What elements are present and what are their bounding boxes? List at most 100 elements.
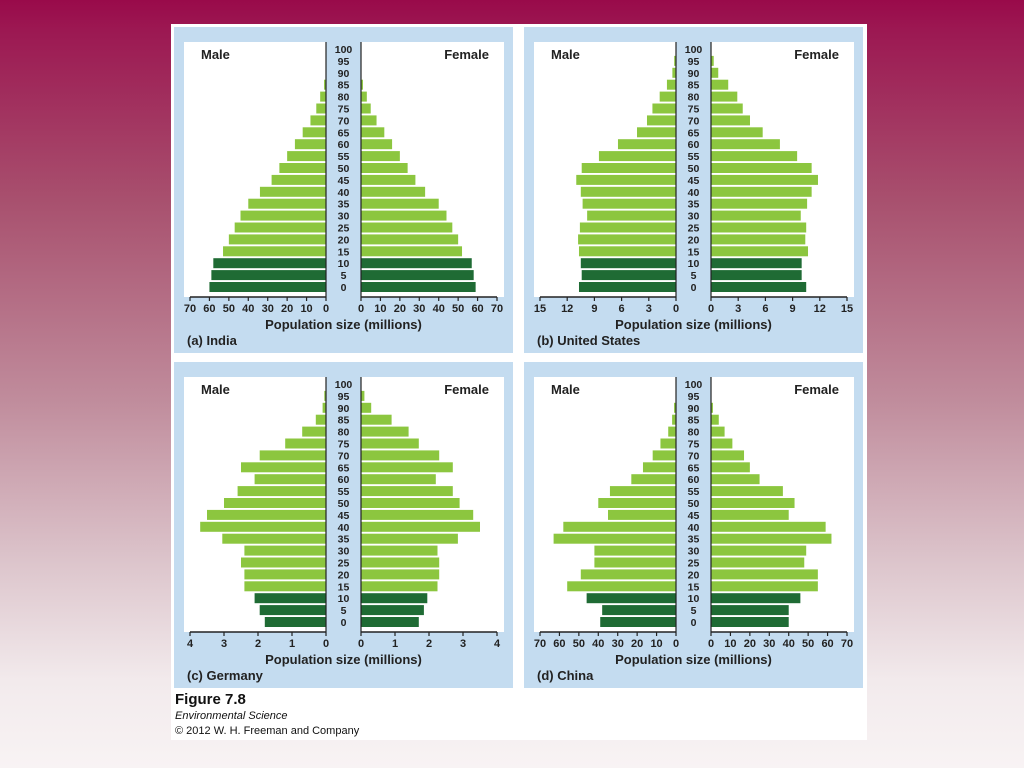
age-tick-label: 15 <box>688 246 700 258</box>
x-tick-label: 1 <box>289 638 295 650</box>
x-tick-label: 40 <box>433 303 445 315</box>
age-tick-label: 40 <box>338 522 350 534</box>
male-bar <box>581 163 676 173</box>
female-bar <box>711 414 719 425</box>
age-tick-label: 35 <box>338 199 350 211</box>
female-bar <box>361 91 367 102</box>
female-bar <box>711 498 795 508</box>
age-tick-label: 0 <box>691 617 697 629</box>
female-bar <box>711 139 780 150</box>
x-tick-label: 0 <box>673 303 679 315</box>
male-bar <box>672 414 676 425</box>
female-bar <box>361 198 439 209</box>
age-tick-label: 30 <box>688 211 700 223</box>
female-bar <box>361 79 363 90</box>
x-tick-label: 12 <box>814 303 826 315</box>
male-label: Male <box>551 47 580 62</box>
female-bar <box>711 151 798 162</box>
age-tick-label: 70 <box>338 115 350 127</box>
female-label: Female <box>794 47 839 62</box>
male-bar <box>567 581 676 592</box>
female-bar <box>361 282 476 292</box>
pyramid-svg: Male Female100959085807570656055504540353… <box>184 42 504 348</box>
female-bar <box>711 79 729 90</box>
female-bar <box>361 438 419 449</box>
female-bar <box>361 533 458 544</box>
age-tick-label: 20 <box>338 234 350 246</box>
age-tick-label: 100 <box>335 379 353 391</box>
x-axis-title: Population size (millions) <box>615 652 772 667</box>
x-tick-label: 30 <box>612 638 624 650</box>
panel-label: (b) United States <box>537 333 640 348</box>
male-bar <box>234 222 326 233</box>
male-bar <box>668 426 676 437</box>
male-bar <box>609 486 676 497</box>
female-bar <box>361 210 447 221</box>
x-tick-label: 60 <box>553 638 565 650</box>
male-bar <box>637 127 676 138</box>
female-bar <box>361 521 480 532</box>
age-tick-label: 15 <box>338 246 350 258</box>
age-tick-label: 20 <box>688 569 700 581</box>
female-bar <box>361 581 438 592</box>
age-tick-label: 45 <box>338 510 350 522</box>
figure-copyright: © 2012 W. H. Freeman and Company <box>175 725 360 737</box>
female-bar <box>711 462 750 473</box>
male-bar <box>660 438 676 449</box>
male-bar <box>580 186 676 197</box>
female-bar <box>361 450 440 461</box>
age-tick-label: 0 <box>691 282 697 294</box>
male-bar <box>578 246 676 257</box>
age-tick-label: 15 <box>688 581 700 593</box>
female-bar <box>711 115 750 126</box>
age-tick-label: 60 <box>688 139 700 151</box>
age-tick-label: 25 <box>338 223 350 235</box>
age-tick-label: 70 <box>688 115 700 127</box>
x-tick-label: 2 <box>426 638 432 650</box>
female-bar <box>711 174 818 185</box>
x-tick-label: 15 <box>841 303 853 315</box>
female-bar <box>711 67 719 78</box>
female-bar <box>361 569 440 580</box>
x-tick-label: 60 <box>821 638 833 650</box>
male-bar <box>302 127 326 138</box>
male-bar <box>248 198 326 209</box>
male-bar <box>254 474 326 485</box>
age-tick-label: 100 <box>335 44 353 56</box>
female-bar <box>361 474 436 485</box>
panel-label: (c) Germany <box>187 668 264 683</box>
age-tick-label: 55 <box>338 151 350 163</box>
male-bar <box>578 282 676 292</box>
age-tick-label: 50 <box>688 163 700 175</box>
male-label: Male <box>201 382 230 397</box>
age-tick-label: 15 <box>338 581 350 593</box>
x-tick-label: 0 <box>708 638 714 650</box>
age-tick-label: 30 <box>338 211 350 223</box>
x-tick-label: 70 <box>841 638 853 650</box>
x-tick-label: 3 <box>646 303 652 315</box>
female-bar <box>711 270 802 281</box>
age-tick-label: 95 <box>688 391 700 403</box>
male-bar <box>271 174 326 185</box>
x-tick-label: 3 <box>221 638 227 650</box>
age-tick-label: 80 <box>338 92 350 104</box>
age-tick-label: 90 <box>688 68 700 80</box>
figure-book-title: Environmental Science <box>175 710 288 722</box>
x-tick-label: 30 <box>763 638 775 650</box>
male-bar <box>563 521 676 532</box>
age-tick-label: 70 <box>338 450 350 462</box>
age-tick-label: 70 <box>688 450 700 462</box>
age-tick-label: 5 <box>691 270 697 282</box>
female-bar <box>361 486 453 497</box>
female-bar <box>711 605 789 616</box>
male-bar <box>294 139 326 150</box>
age-tick-label: 80 <box>688 92 700 104</box>
male-bar <box>646 115 676 126</box>
female-bar <box>711 545 807 556</box>
male-bar <box>674 55 676 66</box>
female-bar <box>361 414 392 425</box>
male-bar <box>580 258 676 269</box>
male-bar <box>279 163 326 173</box>
age-tick-label: 0 <box>341 617 347 629</box>
male-bar <box>324 390 326 401</box>
